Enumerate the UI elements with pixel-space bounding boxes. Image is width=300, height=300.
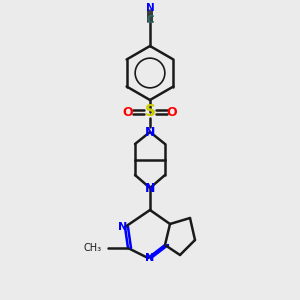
Text: S: S <box>145 104 155 119</box>
Text: CH₃: CH₃ <box>84 243 102 253</box>
Text: C: C <box>146 15 154 25</box>
Text: N: N <box>145 182 155 194</box>
Text: O: O <box>167 106 177 118</box>
Text: N: N <box>146 3 154 13</box>
Text: O: O <box>123 106 133 118</box>
Text: N: N <box>146 253 154 263</box>
Text: N: N <box>145 125 155 139</box>
Text: N: N <box>118 222 127 232</box>
